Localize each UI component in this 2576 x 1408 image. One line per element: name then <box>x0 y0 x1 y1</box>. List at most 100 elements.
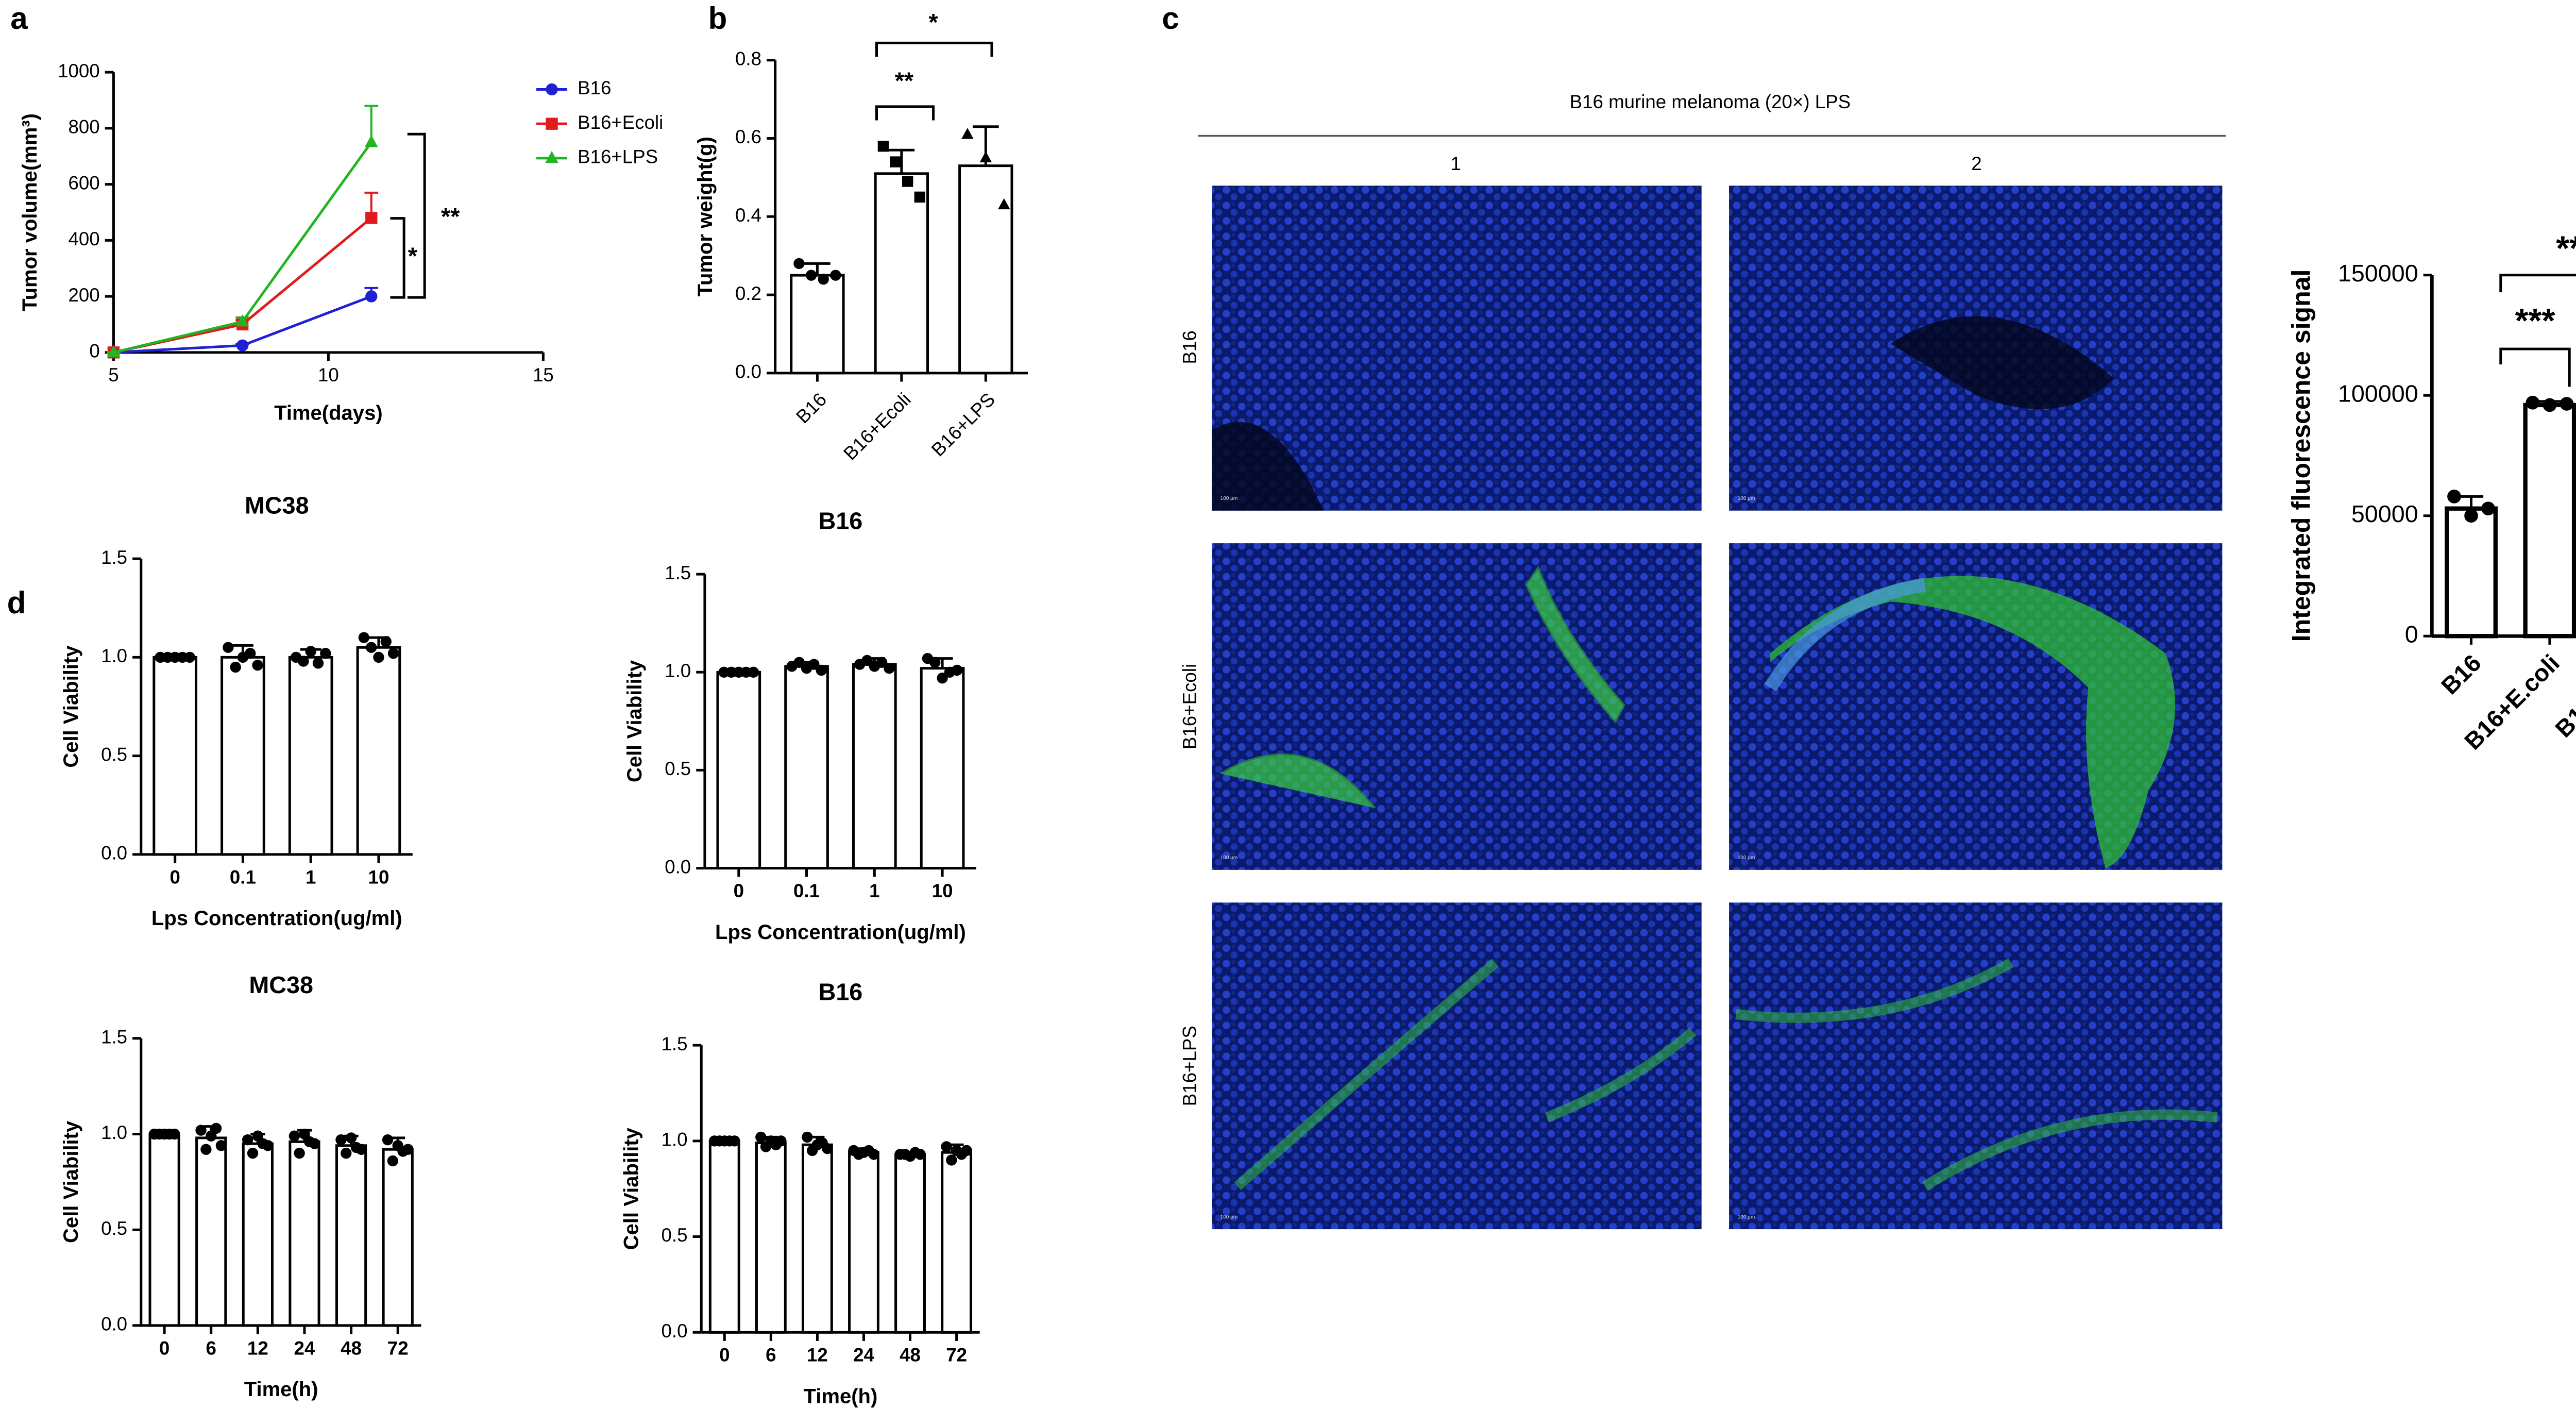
bar <box>894 1153 926 1334</box>
data-point <box>252 660 263 671</box>
y-tick-label: 200 <box>69 284 100 306</box>
data-point <box>902 176 913 187</box>
scale-bar-label: 100 μm <box>1221 855 1238 861</box>
data-point <box>914 191 926 203</box>
bar <box>790 274 845 375</box>
bar <box>356 646 401 856</box>
panel-label: c <box>1162 1 1179 36</box>
tile <box>1729 902 2223 1230</box>
y-tick-label: 0.4 <box>735 205 761 226</box>
bar <box>755 1142 787 1334</box>
bar <box>941 1151 973 1334</box>
x-tick-label: 24 <box>294 1337 315 1359</box>
y-tick-label: 0.5 <box>665 758 691 779</box>
x-tick-label: 6 <box>766 1345 776 1366</box>
data-point <box>755 1131 767 1143</box>
bar <box>716 671 761 870</box>
data-point <box>802 1131 813 1143</box>
data-point <box>2560 397 2574 411</box>
x-tick-label: 0.1 <box>793 880 820 901</box>
data-point <box>961 1145 972 1156</box>
series-line <box>113 216 372 354</box>
data-point <box>236 339 249 351</box>
scale-bar-label: 100 μm <box>1738 1214 1755 1220</box>
bar <box>848 1151 879 1334</box>
error-bar <box>888 148 915 174</box>
data-point <box>305 646 316 657</box>
significance-label: ** <box>895 67 914 94</box>
y-tick-label: 100000 <box>2338 380 2418 407</box>
x-axis-label: Time(days) <box>274 402 383 425</box>
data-point <box>729 1135 740 1147</box>
y-tick-label: 600 <box>69 172 100 193</box>
green-signal <box>1219 565 1625 809</box>
legend-label: B16+LPS <box>578 146 658 167</box>
x-tick-label: 0 <box>170 866 180 887</box>
y-tick-label: 1.0 <box>101 1122 127 1143</box>
x-tick-label: 0.1 <box>230 866 256 887</box>
x-tick-label: 0 <box>719 1345 730 1366</box>
significance-bracket <box>390 217 405 299</box>
data-point <box>365 290 378 303</box>
y-tick-label: 400 <box>69 228 100 249</box>
data-point <box>877 141 889 152</box>
significance-label: * <box>408 243 418 270</box>
bar <box>382 1148 414 1327</box>
y-tick-label: 0.6 <box>735 126 761 147</box>
data-point <box>2464 509 2478 523</box>
x-tick-label: 15 <box>533 364 554 385</box>
error-bar <box>2459 495 2484 509</box>
significance-label: ** <box>441 203 460 230</box>
data-point <box>289 1130 300 1142</box>
chart-title: B16 <box>819 507 863 534</box>
data-point <box>793 657 805 668</box>
data-point <box>247 1147 259 1159</box>
bar <box>708 1139 740 1334</box>
x-tick-label: B16 <box>792 389 831 427</box>
x-axis-label: Time(h) <box>244 1378 318 1401</box>
data-point <box>402 1144 414 1155</box>
data-point <box>210 1122 222 1134</box>
y-tick-label: 800 <box>69 116 100 138</box>
data-point <box>242 1134 253 1146</box>
legend-marker <box>545 150 558 163</box>
tile <box>1211 902 1702 1230</box>
y-tick-label: 0 <box>2405 621 2418 648</box>
bar <box>852 663 897 870</box>
data-point <box>822 1143 833 1154</box>
bar <box>2523 403 2576 639</box>
data-point <box>298 656 309 667</box>
y-tick-label: 1.0 <box>662 1129 688 1150</box>
data-point <box>808 659 820 670</box>
data-point <box>365 642 377 653</box>
data-point <box>890 156 901 167</box>
data-point <box>335 1134 347 1146</box>
data-point <box>380 636 392 647</box>
significance-bracket <box>2499 274 2576 293</box>
data-point <box>355 1144 367 1155</box>
data-point <box>387 648 399 659</box>
data-point <box>345 1132 357 1144</box>
micrograph-tiles <box>1211 186 2223 1230</box>
x-tick-label: B16+LPS <box>927 389 999 460</box>
x-tick-label: 24 <box>853 1345 874 1366</box>
x-tick-label: 1 <box>869 880 879 901</box>
data-point <box>2481 501 2495 516</box>
data-point <box>941 1141 952 1152</box>
column-label: 1 <box>1450 153 1461 174</box>
data-point <box>387 1155 399 1167</box>
bar <box>920 667 965 870</box>
chart-title: MC38 <box>245 492 309 518</box>
y-axis-label: Cell Viability <box>60 1120 82 1243</box>
y-tick-label: 150000 <box>2338 260 2418 287</box>
x-tick-label: 5 <box>108 364 118 385</box>
x-tick-label: 10 <box>932 880 953 901</box>
y-tick-label: 1.0 <box>665 660 691 681</box>
y-tick-label: 0.0 <box>665 856 691 877</box>
panel-label: a <box>10 1 28 36</box>
legend-marker <box>546 83 558 96</box>
y-tick-label: 0.5 <box>662 1225 688 1246</box>
vessel <box>1764 578 1926 692</box>
scale-bars: 100 μm 100 μm 100 μm 100 μm 100 μm 100 μ… <box>1221 496 1755 1220</box>
